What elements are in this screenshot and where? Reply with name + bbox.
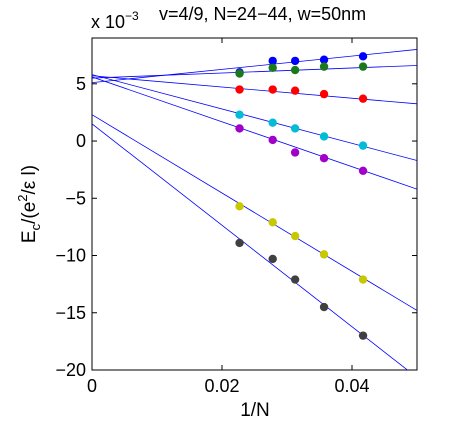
data-point-s7-5 [358,331,368,340]
y-multiplier-base: x 10 [91,12,125,32]
data-point-s3-5 [358,94,368,103]
data-point-s3-2 [268,85,277,94]
data-point-s4-5 [358,141,368,150]
data-point-s6-2 [268,218,277,227]
data-point-s6-5 [358,275,368,284]
y-axis-label-sup: 2 [15,194,30,201]
data-point-s1-4 [319,55,329,64]
data-point-s2-1 [235,69,244,78]
y-tick-label: −10 [55,246,86,266]
data-point-s3-1 [235,85,244,94]
data-point-s7-3 [290,275,300,284]
data-point-s4-3 [290,124,300,133]
data-point-s3-4 [319,89,329,99]
data-point-s3-3 [290,86,300,95]
axis-ticks: 0 0.02 0.04 −20 −15 −10 −5 0 5 [55,38,417,396]
data-point-s2-3 [290,65,300,75]
data-point-s6-4 [319,250,329,259]
y-multiplier-exponent: −3 [125,9,139,23]
data-point-s5-2 [268,135,277,145]
x-tick-label: 0.02 [204,376,239,396]
x-tick-label: 0.04 [334,376,369,396]
data-point-s5-4 [319,154,329,163]
data-points [235,52,368,340]
data-point-s7-1 [235,238,244,248]
y-axis-label-sub: c [28,223,43,230]
data-point-s4-4 [319,132,329,141]
data-point-s4-2 [268,118,277,127]
y-tick-label: −5 [65,188,86,208]
x-axis-label: 1/N [240,400,270,421]
data-point-s2-4 [319,62,329,71]
data-point-s1-3 [290,56,300,66]
y-axis-label: Ec/(e2/ε l) [15,165,43,243]
y-axis-label-unit-close: /ε l) [19,165,40,195]
y-multiplier: x 10−3 [91,9,139,32]
data-point-s1-2 [268,56,277,66]
chart-title: v=4/9, N=24−44, w=50nm [159,4,366,24]
data-point-s7-4 [319,302,329,312]
data-point-s6-1 [235,202,244,211]
plot-area [91,37,418,371]
x-tick-label: 0 [87,376,97,396]
data-point-s5-1 [235,124,244,133]
data-point-s2-2 [268,63,277,72]
y-axis-label-unit-open: /(e [19,202,40,224]
y-tick-label: 0 [76,131,86,151]
y-tick-label: −20 [55,360,86,380]
data-point-s4-1 [235,110,244,119]
y-axis-label-main: E [19,230,40,243]
data-point-s5-3 [290,148,300,157]
data-point-s1-5 [358,52,368,61]
data-point-s5-5 [358,166,368,175]
y-tick-label: 5 [76,74,86,94]
data-point-s6-3 [290,231,300,241]
data-point-s2-5 [358,62,368,71]
y-tick-label: −15 [55,303,86,323]
data-point-s7-2 [268,254,277,264]
